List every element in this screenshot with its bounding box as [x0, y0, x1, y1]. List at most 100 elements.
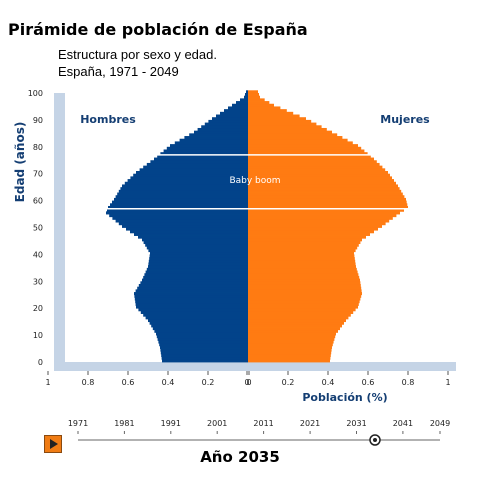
- women-bar: [248, 157, 374, 161]
- slider-year-label[interactable]: 1971: [68, 419, 88, 428]
- men-bar: [160, 348, 248, 352]
- women-bar: [248, 149, 365, 153]
- men-bar: [149, 257, 248, 261]
- men-bar: [146, 246, 248, 250]
- men-bar: [122, 224, 248, 228]
- women-bar: [248, 189, 402, 193]
- men-bar: [134, 232, 248, 236]
- women-bar: [248, 243, 359, 247]
- men-bar: [201, 125, 248, 129]
- women-bar: [248, 321, 344, 325]
- slider-year-label[interactable]: 2011: [253, 419, 273, 428]
- women-bar: [248, 184, 398, 188]
- x-tick-label: 0: [244, 378, 249, 387]
- women-bar: [248, 275, 360, 280]
- women-bar: [248, 259, 356, 263]
- men-bar: [197, 127, 248, 132]
- women-bar: [248, 146, 362, 150]
- women-bar: [248, 101, 270, 105]
- men-series-label: Hombres: [80, 113, 136, 126]
- women-bar: [248, 313, 351, 317]
- x-tick-label: 0.8: [82, 378, 95, 387]
- slider-year-label[interactable]: 2001: [207, 419, 227, 428]
- men-bar: [142, 278, 248, 282]
- men-bar: [138, 308, 248, 312]
- y-tick-label: 60: [33, 197, 43, 206]
- women-bar: [248, 205, 408, 210]
- men-bar: [232, 103, 248, 107]
- women-bar: [248, 337, 335, 341]
- men-bar: [138, 283, 248, 288]
- men-bar: [151, 324, 248, 328]
- men-bar: [216, 114, 248, 118]
- men-bar: [149, 321, 248, 325]
- year-slider[interactable]: 1971 1981 1991 2001 2011 2021 2031 2041 2049: [68, 419, 450, 446]
- y-tick-label: 30: [33, 277, 43, 286]
- women-bar: [248, 117, 306, 121]
- men-bar: [161, 356, 248, 360]
- women-bar: [248, 195, 405, 199]
- slider-thumb[interactable]: [369, 434, 381, 446]
- women-bar: [248, 119, 312, 123]
- men-bar: [142, 238, 248, 242]
- men-bar: [110, 203, 248, 207]
- men-bar: [161, 353, 248, 358]
- slider-year-label[interactable]: 2041: [393, 419, 413, 428]
- slider-year-label[interactable]: 2049: [430, 419, 450, 428]
- women-bar: [248, 222, 386, 226]
- current-year-label: Año 2035: [200, 448, 280, 466]
- men-bar: [139, 168, 248, 172]
- women-bar: [248, 95, 260, 99]
- slider-year-label[interactable]: 1991: [161, 419, 181, 428]
- men-bar: [135, 302, 248, 306]
- men-bar: [245, 93, 248, 97]
- women-bar: [248, 122, 317, 126]
- y-tick-label: 70: [33, 170, 43, 179]
- women-bar: [248, 90, 258, 94]
- men-bar: [204, 122, 248, 126]
- men-bar: [112, 216, 249, 220]
- women-bar: [248, 289, 362, 293]
- y-tick-label: 0: [38, 358, 43, 367]
- slider-year-label[interactable]: 1981: [114, 419, 134, 428]
- men-bar: [133, 173, 248, 177]
- men-bar: [162, 359, 248, 363]
- women-bar: [248, 340, 334, 344]
- slider-year-label[interactable]: 2021: [300, 419, 320, 428]
- men-bar: [127, 179, 248, 183]
- men-bar: [148, 259, 248, 263]
- men-bar: [174, 141, 248, 145]
- men-bar: [148, 262, 248, 266]
- women-bar: [248, 154, 371, 158]
- women-bar: [248, 176, 392, 180]
- women-bar: [248, 359, 330, 363]
- slider-year-label[interactable]: 2031: [346, 419, 366, 428]
- men-bar: [150, 251, 248, 255]
- men-bar: [114, 197, 248, 201]
- y-tick-label: 90: [33, 116, 43, 125]
- women-bar: [248, 251, 354, 255]
- men-bar: [135, 300, 248, 304]
- women-series-label: Mujeres: [380, 113, 430, 126]
- women-bar: [248, 265, 356, 269]
- women-bar: [248, 214, 397, 218]
- y-tick-label: 80: [33, 143, 43, 152]
- men-bar: [143, 275, 248, 280]
- men-bar: [150, 160, 248, 164]
- women-bar: [248, 168, 386, 172]
- men-bar: [179, 138, 248, 142]
- men-bar: [145, 270, 248, 274]
- men-bar: [135, 289, 248, 293]
- men-bar: [130, 176, 248, 180]
- women-bar: [248, 300, 360, 304]
- women-bar: [248, 283, 361, 288]
- y-tick-label: 20: [33, 304, 43, 313]
- women-bar: [248, 230, 374, 234]
- x-tick-label: 0.2: [202, 378, 215, 387]
- play-button[interactable]: [44, 435, 62, 453]
- x-tick-label: 0.6: [362, 378, 375, 387]
- men-bar: [108, 205, 248, 210]
- women-bar: [248, 343, 333, 347]
- men-bar: [154, 157, 248, 161]
